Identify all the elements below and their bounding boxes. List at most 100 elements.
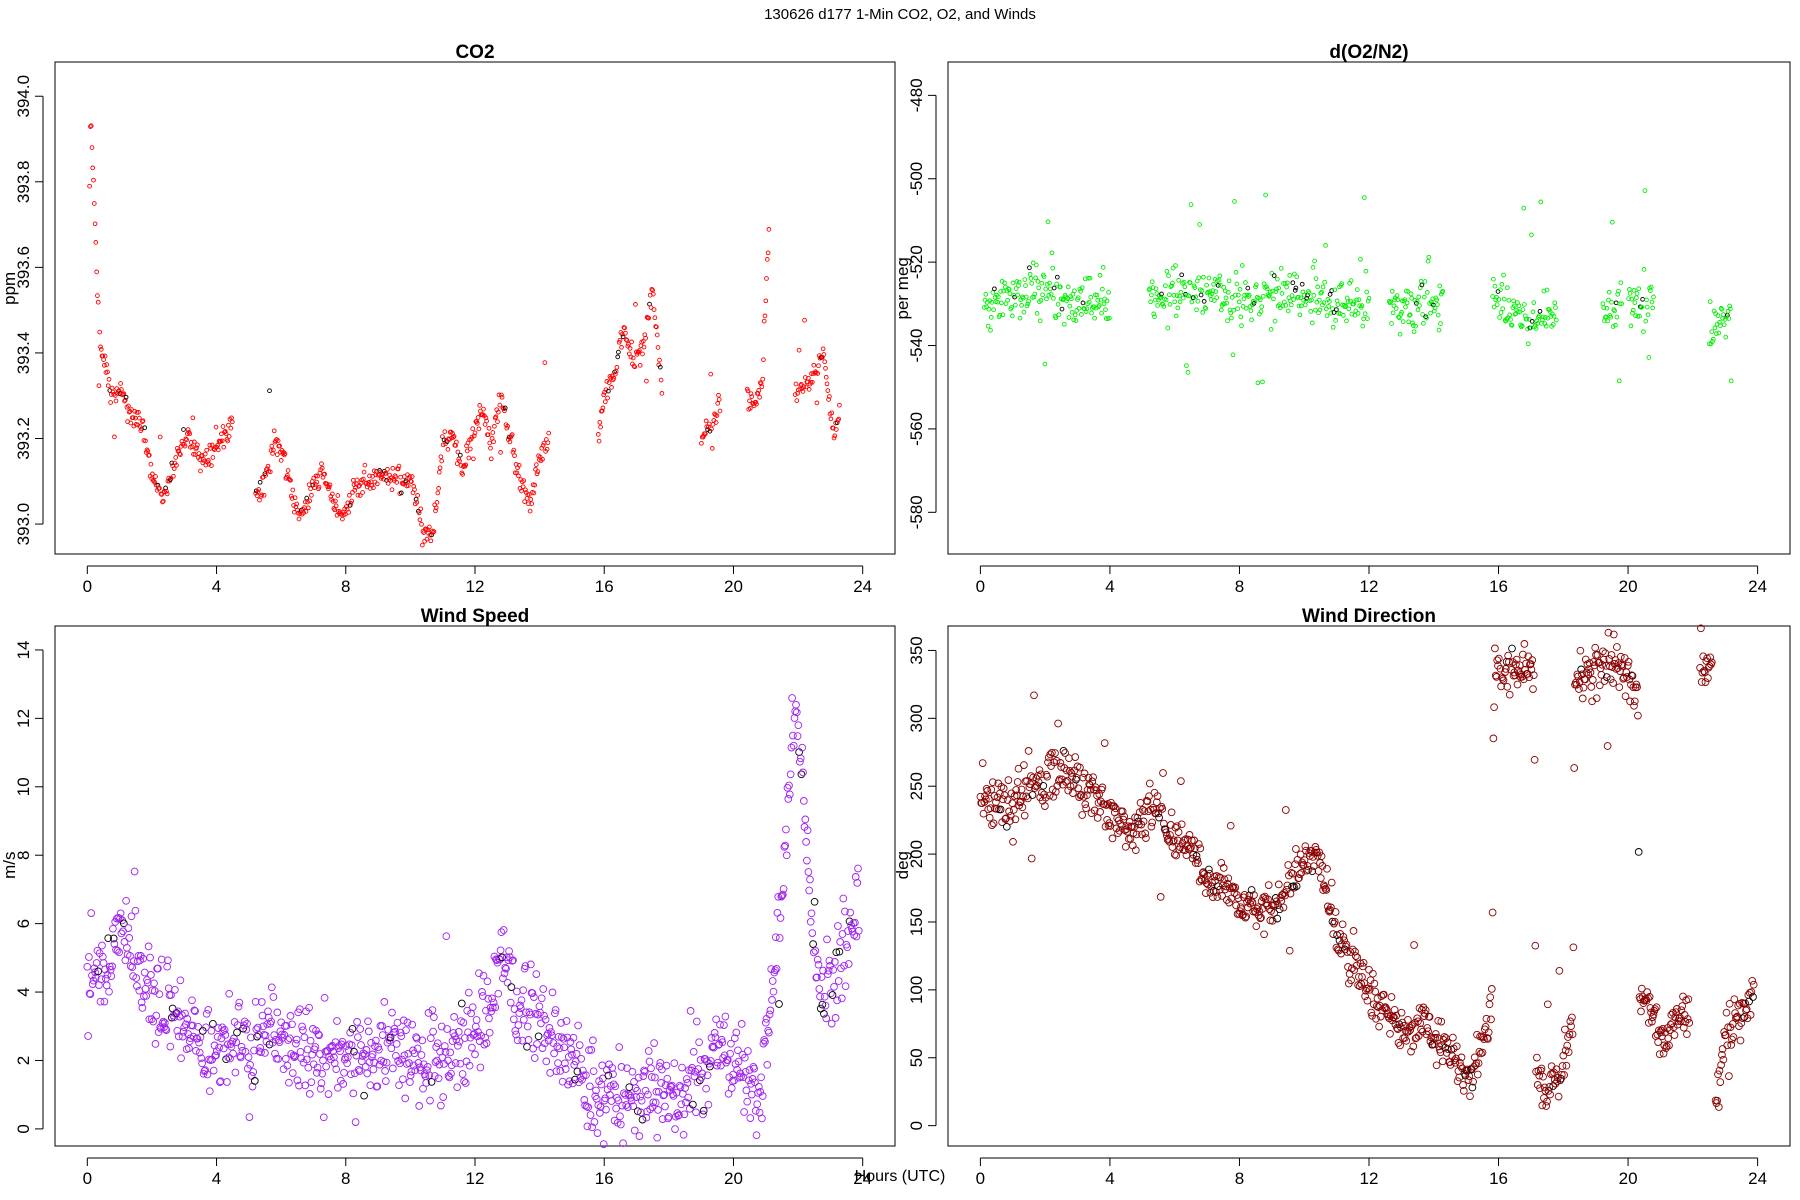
data-point <box>451 433 457 439</box>
data-point <box>259 1022 268 1031</box>
data-point <box>1049 792 1058 801</box>
data-point <box>658 377 664 383</box>
data-point <box>537 1019 545 1028</box>
data-point <box>794 721 803 730</box>
data-point <box>1086 785 1095 794</box>
data-point <box>1000 791 1009 800</box>
data-point <box>692 1017 701 1026</box>
data-point <box>1400 1021 1408 1030</box>
data-point <box>1218 892 1226 900</box>
data-point <box>843 943 852 952</box>
data-point <box>1163 297 1169 303</box>
data-point <box>789 731 797 740</box>
data-point <box>302 1055 311 1064</box>
data-point <box>1366 295 1372 301</box>
data-point <box>1125 818 1134 826</box>
data-point <box>836 938 845 946</box>
data-point <box>1634 848 1643 856</box>
data-point <box>1030 260 1036 266</box>
data-point <box>434 500 440 505</box>
data-point <box>431 529 437 534</box>
data-point <box>454 1041 462 1050</box>
data-point <box>1257 297 1263 303</box>
data-point <box>709 426 714 432</box>
data-point <box>606 380 612 385</box>
data-point <box>1174 828 1183 836</box>
data-point <box>1432 305 1438 311</box>
data-point <box>1581 655 1590 664</box>
data-point <box>1009 806 1018 814</box>
data-point <box>1721 1031 1730 1039</box>
data-point <box>1364 984 1373 993</box>
data-point <box>1172 299 1178 305</box>
data-point <box>771 966 779 975</box>
data-point <box>387 1044 396 1053</box>
data-point <box>512 470 518 476</box>
data-point <box>423 526 428 532</box>
data-point <box>473 1032 482 1041</box>
data-point <box>997 312 1003 318</box>
data-point <box>1464 1076 1473 1084</box>
data-point <box>412 1033 420 1041</box>
data-point <box>1746 1011 1755 1019</box>
data-point <box>1247 896 1255 905</box>
data-point <box>427 1078 436 1086</box>
x-tick-label: 12 <box>466 1169 485 1188</box>
data-point <box>734 1057 743 1066</box>
data-point <box>638 1115 647 1124</box>
data-point <box>215 442 220 448</box>
data-point <box>1714 1103 1723 1111</box>
data-point <box>1283 303 1289 308</box>
data-point <box>1725 999 1734 1008</box>
data-point <box>851 873 860 881</box>
data-point <box>174 1032 183 1041</box>
data-point <box>506 998 515 1007</box>
data-point <box>1538 1101 1547 1110</box>
data-point <box>1537 1064 1546 1073</box>
data-point <box>1410 323 1416 328</box>
data-point <box>1619 301 1624 307</box>
data-point <box>377 1056 386 1065</box>
data-point <box>429 1027 437 1036</box>
data-point <box>453 1083 462 1092</box>
data-point <box>362 462 368 468</box>
data-point <box>1631 288 1637 293</box>
data-point <box>511 447 517 453</box>
data-point <box>1041 274 1047 280</box>
data-point <box>1504 651 1512 660</box>
data-point <box>672 1088 681 1097</box>
y-axis-label: m/s <box>0 852 19 879</box>
data-point <box>981 795 990 804</box>
data-point <box>1061 321 1067 327</box>
data-point <box>1039 280 1045 286</box>
data-point <box>392 1040 401 1048</box>
data-point <box>1118 807 1127 816</box>
data-point <box>1154 809 1163 818</box>
data-point <box>1431 1030 1440 1038</box>
data-point <box>1302 302 1308 308</box>
data-point <box>1511 303 1517 309</box>
data-point <box>1319 289 1324 295</box>
data-point <box>366 480 372 485</box>
data-point <box>694 1065 703 1073</box>
data-point <box>1652 1003 1661 1012</box>
data-point <box>572 1050 581 1058</box>
data-point <box>1669 1023 1678 1032</box>
data-point <box>191 439 197 445</box>
data-point <box>1371 987 1380 996</box>
data-point <box>534 1032 543 1041</box>
data-point <box>816 363 821 369</box>
data-point <box>998 289 1003 294</box>
data-point <box>229 1049 237 1058</box>
data-point <box>271 428 277 434</box>
data-point <box>322 471 327 477</box>
data-point <box>455 449 461 455</box>
data-point <box>163 962 172 971</box>
data-point <box>1079 773 1087 782</box>
data-point <box>545 1024 554 1032</box>
data-point <box>754 1082 763 1091</box>
data-point <box>1142 834 1150 842</box>
data-point <box>1274 880 1283 889</box>
y-axis-label: ppm <box>0 272 19 305</box>
x-tick-label: 8 <box>1235 1169 1244 1188</box>
